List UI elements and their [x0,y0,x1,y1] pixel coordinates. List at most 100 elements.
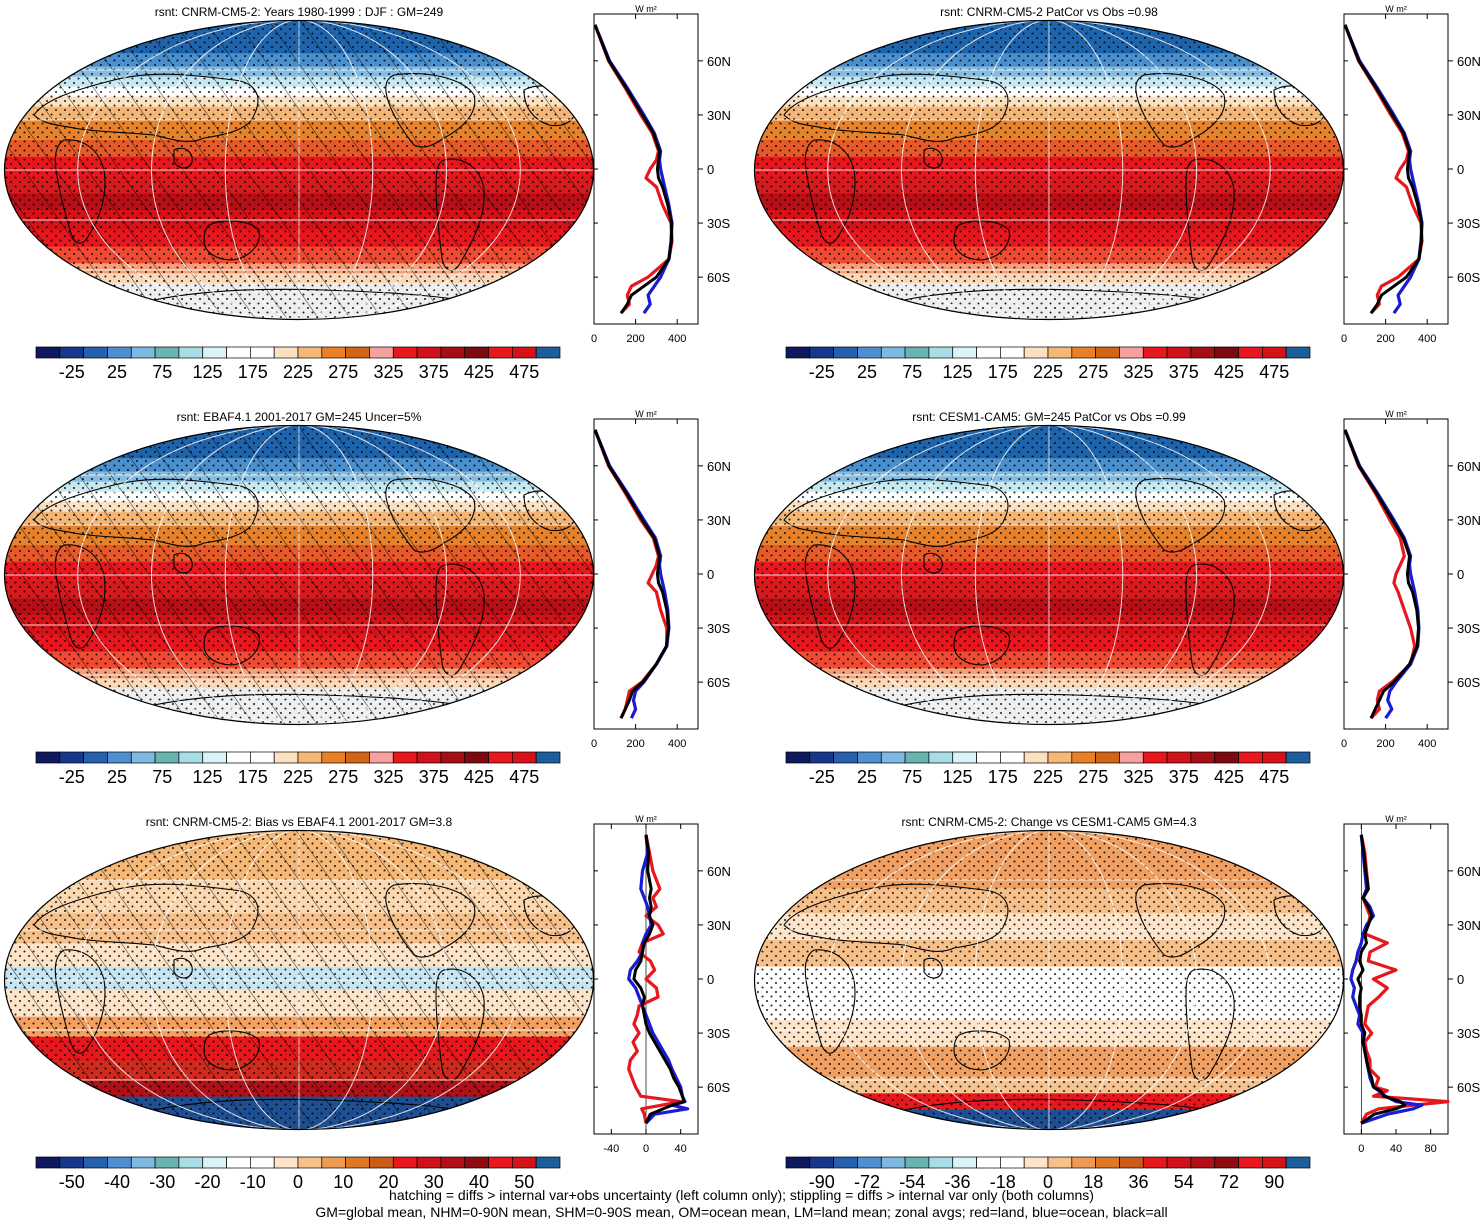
colorbar-tick-label: -25 [59,362,85,382]
colorbar-tick-label: 425 [464,362,494,382]
colorbar-tick-label: 0 [293,1172,303,1192]
panel-title: rsnt: CNRM-CM5-2: Years 1980-1999 : DJF … [155,5,444,19]
zonal-x-tick-label: 400 [1418,738,1436,750]
colorbar-swatch [464,1156,489,1169]
zonal-x-tick-label: 400 [668,738,686,750]
colorbar-tick-label: -18 [990,1172,1016,1192]
colorbar-swatch [226,751,251,764]
colorbar-swatch [345,1156,370,1169]
colorbar-swatch [178,751,204,764]
graticule [4,830,594,1130]
graticule [754,830,1344,1130]
zonal-x-tick-label: 80 [1425,1143,1437,1155]
colorbar-swatch [369,751,394,764]
zonal-x-tick-label: 40 [675,1143,687,1155]
colorbar-tick-label: 375 [1169,767,1199,787]
colorbar-tick-label: 375 [419,767,449,787]
colorbar-swatch [273,346,299,359]
colorbar-swatch [1238,1156,1263,1169]
zonal-lat-tick-label: 30S [1457,1026,1480,1041]
zonal-x-tick-label: 200 [1376,738,1394,750]
zonal-x-tick-label: 0 [1341,738,1347,750]
colorbar-swatch [535,346,561,359]
zonal-mean-plot: 60N 30N 0 30S 60S -40 0 40 W m² [593,814,731,1155]
colorbar-swatch [1000,751,1025,764]
colorbar-tick-label: 375 [419,362,449,382]
panel-title: rsnt: EBAF4.1 2001-2017 GM=245 Uncer=5% [177,410,422,424]
colorbar-swatch [809,751,834,764]
zonal-x-tick-label: 400 [1418,333,1436,345]
zonal-lat-tick-label: 60S [707,270,730,285]
colorbar-tick-label: 475 [1259,767,1289,787]
zonal-x-tick-label: 0 [643,1143,649,1155]
colorbar-swatch [785,751,811,764]
colorbar-swatch [130,1156,156,1169]
zonal-lat-tick-label: 30S [1457,216,1480,231]
footer-line-hatching: hatching = diffs > internal var+obs unce… [389,1187,1094,1203]
zonal-x-tick-label: 0 [591,333,597,345]
colorbar-tick-label: -20 [194,1172,220,1192]
colorbar-swatch [392,1156,418,1169]
colorbar-tick-label: 475 [509,767,539,787]
colorbar-tick-label: 18 [1083,1172,1103,1192]
zonal-lat-tick-label: 0 [707,567,714,582]
graticule [754,20,1344,320]
zonal-x-tick-label: 200 [626,333,644,345]
colorbar-tick-label: -25 [59,767,85,787]
colorbar-swatch [904,1156,930,1169]
zonal-mean-plot: 60N 30N 0 30S 60S 0 200 400 W m² [1341,409,1481,750]
zonal-series-ocean [627,834,690,1125]
colorbar-swatch [321,346,346,359]
zonal-x-tick-label: 0 [1341,333,1347,345]
colorbar-swatch [83,1156,108,1169]
colorbar-swatch [1071,751,1096,764]
panel-p3: rsnt: EBAF4.1 2001-2017 GM=245 Uncer=5% 6… [3,409,731,787]
colorbar-swatch [130,346,156,359]
colorbar-tick-label: 75 [152,362,172,382]
colorbar-swatch [226,1156,251,1169]
colorbar-tick-label: 75 [902,767,922,787]
colorbar-swatch [880,751,906,764]
colorbar-swatch [297,346,323,359]
map-field [4,20,594,320]
colorbar-swatch [904,346,930,359]
colorbar-tick-label: 225 [1033,767,1063,787]
graticule [754,425,1344,725]
colorbar-tick-label: 125 [942,767,972,787]
colorbar-swatch [833,346,858,359]
colorbar-swatch [1262,751,1287,764]
colorbar-swatch [369,346,394,359]
zonal-mean-plot: 60N 30N 0 30S 60S 0 40 80 W m² [1343,814,1481,1155]
colorbar-tick-label: 20 [378,1172,398,1192]
panel-p6: rsnt: CNRM-CM5-2: Change vs CESM1-CAM5 G… [753,814,1481,1192]
zonal-lat-tick-label: 60N [1457,864,1481,879]
colorbar-swatch [535,1156,561,1169]
colorbar-swatch [250,751,275,764]
zonal-lat-tick-label: 0 [707,162,714,177]
colorbar-swatch [83,751,108,764]
zonal-x-tick-label: 40 [1390,1143,1402,1155]
colorbar-tick-label: -30 [149,1172,175,1192]
colorbar-swatch [1238,346,1263,359]
colorbar-swatch [512,751,537,764]
colorbar-tick-label: -54 [899,1172,925,1192]
zonal-unit-label: W m² [1385,4,1407,14]
colorbar-swatch [369,1156,394,1169]
zonal-lat-tick-label: 60S [707,675,730,690]
zonal-lat-tick-label: 30N [707,513,731,528]
colorbar-swatch [1047,1156,1073,1169]
colorbar-swatch [297,751,323,764]
colorbar-tick-label: 225 [283,362,313,382]
panel-p1: rsnt: CNRM-CM5-2: Years 1980-1999 : DJF … [3,4,731,382]
colorbar-swatch [1166,346,1192,359]
colorbar-swatch [1214,1156,1239,1169]
zonal-x-tick-label: 0 [1358,1143,1364,1155]
colorbar-swatch [154,346,180,359]
zonal-unit-label: W m² [635,814,657,824]
colorbar-swatch [785,346,811,359]
zonal-lat-tick-label: 60S [707,1080,730,1095]
colorbar-swatch [952,346,977,359]
zonal-lat-tick-label: 0 [1457,567,1464,582]
colorbar-swatch [1285,751,1311,764]
colorbar-swatch [1119,751,1144,764]
